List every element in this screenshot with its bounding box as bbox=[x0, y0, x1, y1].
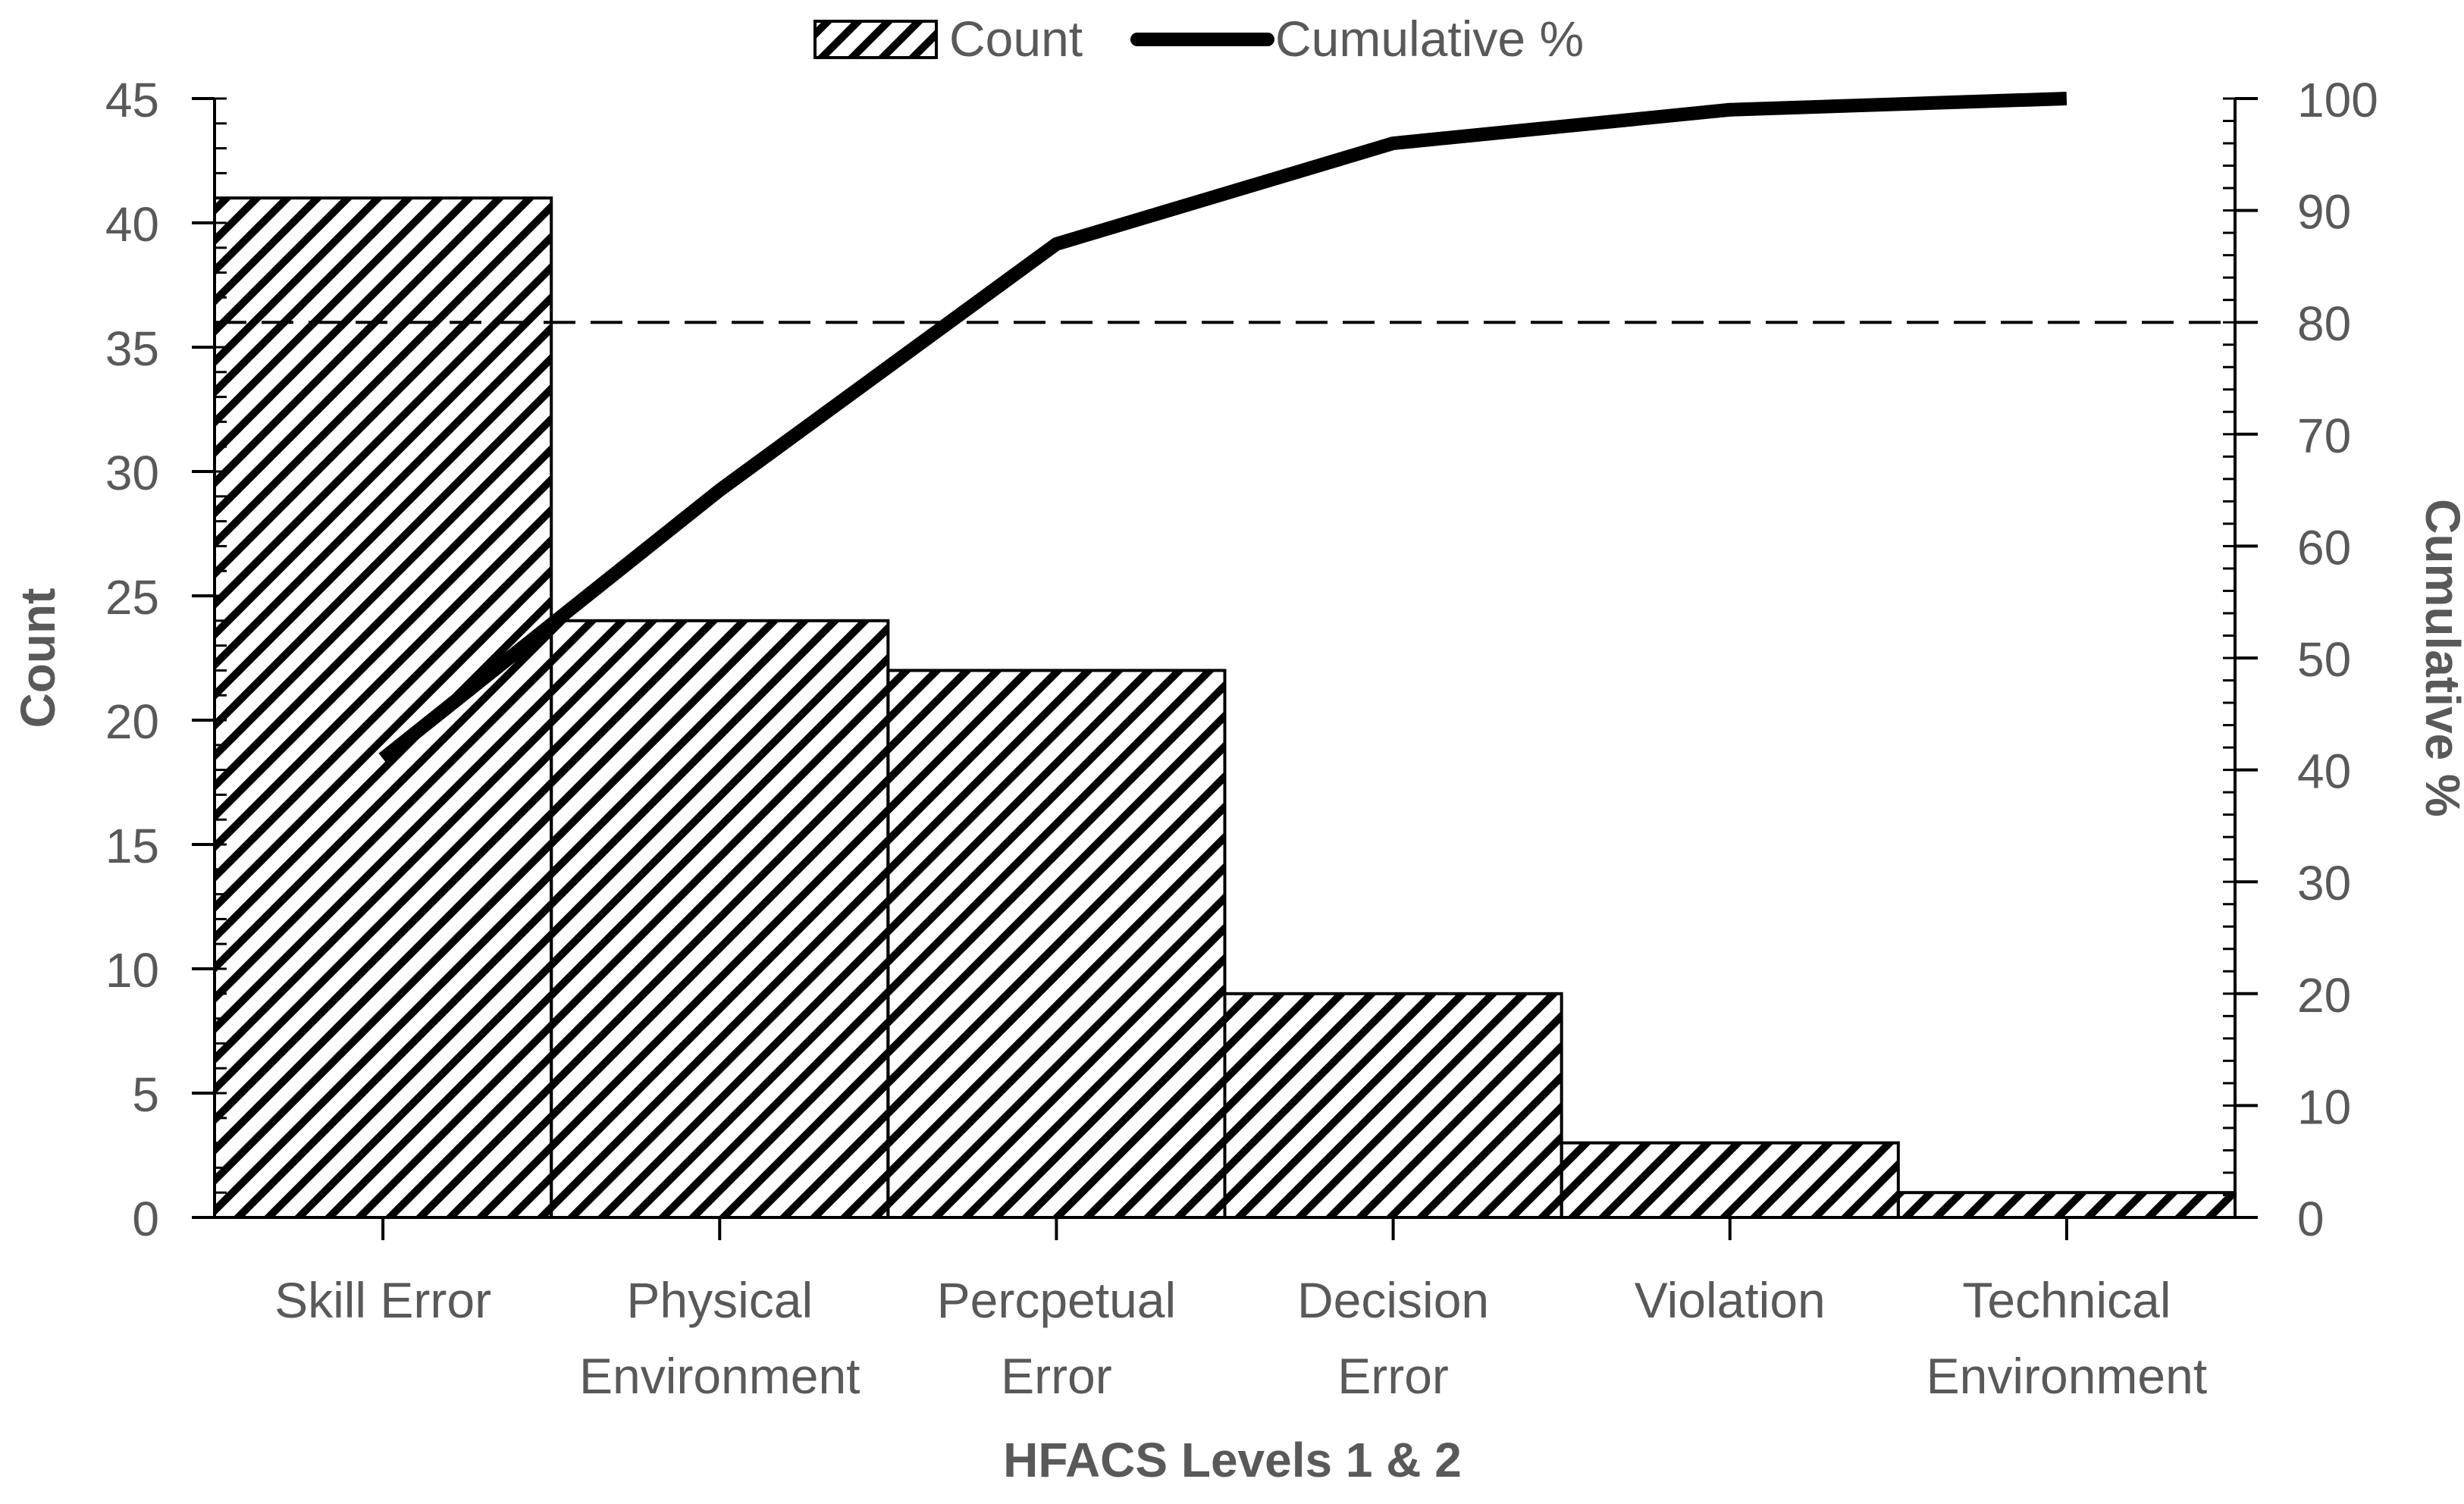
legend-label-cumulative: Cumulative % bbox=[1275, 11, 1584, 67]
legend-label-count: Count bbox=[949, 11, 1083, 67]
x-tick-label-line: Decision bbox=[1297, 1272, 1489, 1328]
y-tick-label-right: 0 bbox=[2297, 1192, 2324, 1246]
y-axis-title-right: Cumulative % bbox=[2415, 499, 2464, 817]
bar-6 bbox=[1896, 1191, 2237, 1219]
legend: Count Cumulative % bbox=[813, 11, 1584, 67]
x-tick-label: Violation bbox=[1635, 1272, 1826, 1328]
bar-2 bbox=[550, 619, 890, 1219]
y-tick-label-left: 45 bbox=[105, 73, 159, 127]
y-tick-label-right: 50 bbox=[2297, 632, 2351, 687]
x-tick-label: Physical Environment bbox=[579, 1272, 861, 1404]
x-tick-label-line: Technical bbox=[1962, 1272, 2171, 1328]
x-tick-label-line: Error bbox=[1001, 1348, 1112, 1404]
bars-layer bbox=[213, 196, 2237, 1220]
y-tick-label-right: 100 bbox=[2297, 73, 2378, 127]
legend-swatch-count bbox=[813, 20, 938, 59]
y-tick-label-left: 5 bbox=[132, 1067, 159, 1122]
y-tick-label-left: 0 bbox=[132, 1192, 159, 1246]
x-axis-title: HFACS Levels 1 & 2 bbox=[1003, 1433, 1462, 1487]
y-tick-label-right: 20 bbox=[2297, 968, 2351, 1023]
x-tick-label: Percpetual Error bbox=[937, 1272, 1177, 1404]
y-axis-title-left: Count bbox=[11, 588, 65, 728]
x-tick-label-line: Skill Error bbox=[274, 1272, 491, 1328]
y-tick-label-right: 80 bbox=[2297, 296, 2351, 351]
y-tick-label-right: 40 bbox=[2297, 744, 2351, 799]
y-tick-label-left: 10 bbox=[105, 943, 159, 998]
bar-3 bbox=[886, 669, 1227, 1219]
x-tick-label-line: Percpetual bbox=[937, 1272, 1177, 1328]
y-tick-label-left: 35 bbox=[105, 321, 159, 376]
y-tick-label-right: 70 bbox=[2297, 409, 2351, 463]
y-tick-label-right: 30 bbox=[2297, 856, 2351, 910]
bar-1 bbox=[213, 196, 553, 1220]
y-tick-label-left: 15 bbox=[105, 819, 159, 873]
x-tick-label-line: Physical bbox=[626, 1272, 813, 1328]
y-tick-label-left: 40 bbox=[105, 197, 159, 252]
x-tick-label: Skill Error bbox=[274, 1272, 491, 1328]
x-tick-label-line: Violation bbox=[1635, 1272, 1826, 1328]
y-tick-label-left: 25 bbox=[105, 570, 159, 625]
x-tick-label-line: Environment bbox=[579, 1348, 861, 1404]
x-tick-label-line: Error bbox=[1337, 1348, 1449, 1404]
x-tick-label: Decision Error bbox=[1297, 1272, 1489, 1404]
bar-5 bbox=[1560, 1141, 1900, 1219]
x-tick-label-line: Environment bbox=[1926, 1348, 2208, 1404]
labels-layer: 0 5 10 15 20 25 30 35 40 45 0 10 20 30 40 50 60 70 80 90 100… bbox=[11, 73, 2464, 1487]
x-tick-label: Technical Environment bbox=[1926, 1272, 2208, 1404]
axes-layer bbox=[192, 97, 2258, 1240]
y-tick-label-left: 20 bbox=[105, 694, 159, 749]
cumulative-line bbox=[378, 92, 2067, 764]
cumulative-line-layer bbox=[378, 92, 2067, 764]
bar-4 bbox=[1223, 992, 1563, 1220]
y-tick-label-left: 30 bbox=[105, 446, 159, 500]
y-tick-label-right: 10 bbox=[2297, 1079, 2351, 1134]
y-tick-label-right: 90 bbox=[2297, 185, 2351, 240]
y-tick-label-right: 60 bbox=[2297, 520, 2351, 575]
